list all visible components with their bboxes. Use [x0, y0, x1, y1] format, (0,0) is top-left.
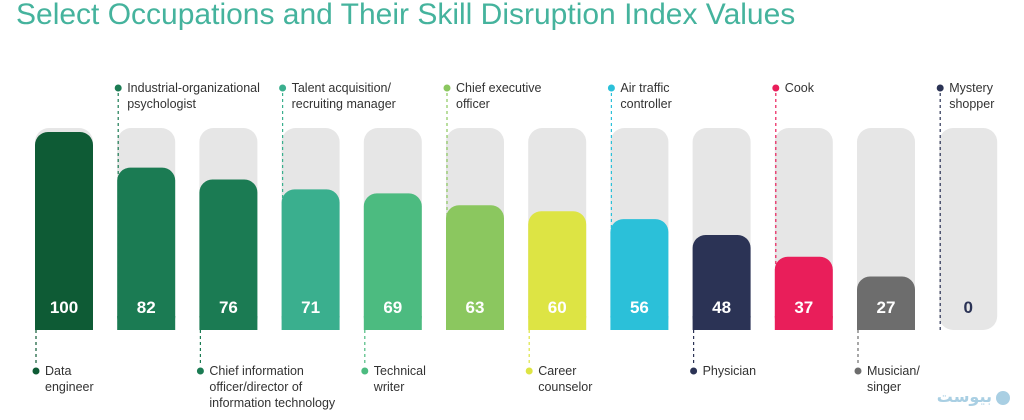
leader-dot	[196, 367, 204, 375]
bar	[692, 234, 751, 330]
bar-value-label: 63	[466, 298, 485, 317]
bar-track	[939, 128, 998, 330]
bar-value-label: 56	[630, 298, 649, 317]
category-label: Industrial-organizational psychologist	[127, 81, 260, 111]
bar-base	[199, 316, 258, 330]
leader-dot	[114, 84, 122, 92]
leader-dot	[279, 84, 287, 92]
leader-dot	[854, 367, 862, 375]
leader-dot	[690, 367, 698, 375]
category-label: Talent acquisition/ recruiting manager	[291, 81, 396, 111]
category-label: Cook	[784, 81, 814, 95]
leader-dot	[443, 84, 451, 92]
bar-base	[446, 316, 504, 330]
bar-value-label: 71	[301, 298, 320, 317]
bar	[363, 193, 422, 330]
bar-value-label: 60	[548, 298, 567, 317]
bar-base	[281, 316, 340, 330]
category-label: Technical writer	[373, 364, 426, 394]
bar-base	[35, 316, 93, 330]
bar-base	[528, 316, 587, 330]
watermark-text: بیوست	[936, 387, 992, 406]
bar	[528, 211, 587, 330]
bar-value-label: 69	[383, 298, 402, 317]
bar-base	[692, 316, 751, 330]
bar-value-label: 82	[137, 298, 156, 317]
bar-base	[363, 316, 422, 330]
bar	[35, 132, 93, 330]
category-label: Air traffic controller	[620, 81, 672, 111]
watermark: بیوست	[937, 387, 1010, 406]
category-label: Chief executive officer	[456, 81, 542, 111]
chart-title: Select Occupations and Their Skill Disru…	[16, 0, 796, 31]
bar	[281, 189, 340, 330]
bar	[446, 205, 504, 330]
watermark-logo-icon	[996, 390, 1010, 405]
category-label: Physician	[702, 364, 757, 378]
leader-dot	[32, 367, 40, 375]
leader-dot	[607, 84, 615, 92]
bar	[774, 256, 833, 330]
leader-dot	[361, 367, 369, 375]
bar-base	[117, 316, 176, 330]
category-label: Musician/ singer	[867, 364, 920, 394]
bar-base	[774, 316, 833, 330]
bar-value-label: 48	[712, 298, 731, 317]
bar-value-label: 0	[963, 298, 972, 317]
bar-value-label: 100	[50, 298, 78, 317]
bar-base	[610, 316, 669, 330]
category-label: Career counselor	[538, 364, 593, 394]
bar-value-label: 76	[219, 298, 238, 317]
category-label: Chief information officer/director of in…	[209, 364, 336, 410]
bar-value-label: 27	[877, 298, 896, 317]
category-label: Data engineer	[45, 364, 94, 394]
bar	[610, 219, 669, 330]
leader-dot	[525, 367, 533, 375]
bar-base	[857, 316, 915, 330]
bar-value-label: 37	[794, 298, 813, 317]
leader-dot	[936, 84, 944, 92]
bar	[117, 167, 176, 330]
category-label: Mystery shopper	[949, 81, 995, 111]
bar	[199, 179, 258, 330]
leader-dot	[772, 84, 780, 92]
